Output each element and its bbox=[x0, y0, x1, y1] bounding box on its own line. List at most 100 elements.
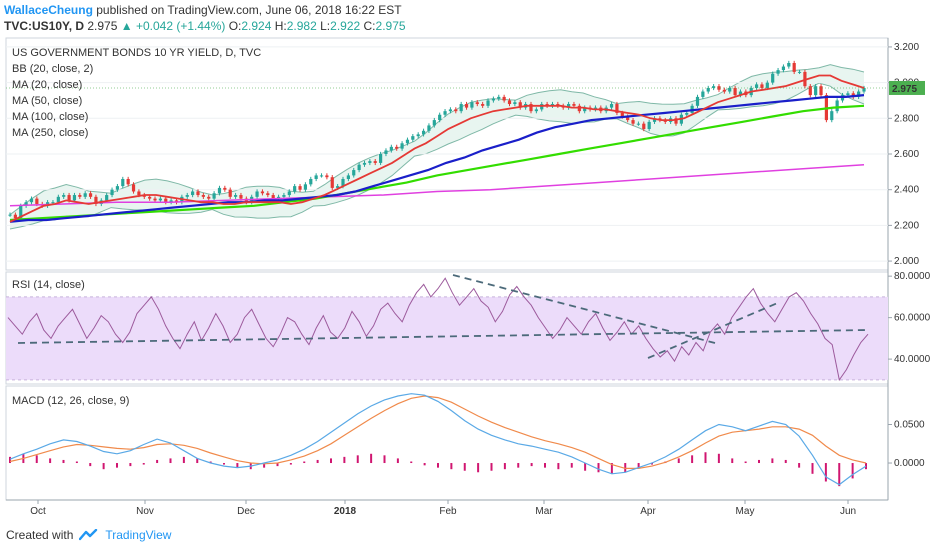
time-axis-label: 2018 bbox=[334, 506, 357, 517]
candle-body bbox=[309, 178, 313, 185]
candle-body bbox=[706, 87, 710, 92]
ohlc-low-label: L: bbox=[320, 19, 331, 33]
price-tick-label: 2.000 bbox=[894, 256, 919, 267]
candle-body bbox=[266, 193, 270, 196]
candle-body bbox=[158, 198, 162, 201]
candle-body bbox=[217, 187, 222, 194]
candle-body bbox=[105, 195, 109, 201]
time-axis-label: Apr bbox=[640, 506, 656, 517]
candle-body bbox=[153, 198, 157, 201]
candle-body bbox=[754, 84, 759, 88]
tradingview-brand[interactable]: TradingView bbox=[105, 528, 172, 542]
candle-body bbox=[62, 195, 66, 197]
candle-body bbox=[336, 186, 340, 188]
macd-signal-line bbox=[9, 395, 867, 469]
time-axis-label: Nov bbox=[136, 506, 154, 517]
rsi-trendline-descending[interactable] bbox=[452, 274, 716, 344]
tradingview-logo-icon bbox=[79, 529, 98, 541]
time-axis-label: Feb bbox=[439, 506, 457, 517]
candle-body bbox=[260, 191, 265, 194]
candle-body bbox=[13, 214, 17, 219]
candle-body bbox=[126, 178, 130, 185]
candle-body bbox=[835, 100, 839, 112]
price-legend-entry: MA (250, close) bbox=[12, 127, 88, 139]
candle-body bbox=[115, 186, 120, 190]
candle-body bbox=[78, 195, 82, 197]
candle-body bbox=[29, 198, 34, 203]
candle-body bbox=[765, 82, 769, 88]
candle-body bbox=[228, 189, 232, 197]
candle-body bbox=[674, 118, 678, 124]
candle-body bbox=[346, 175, 350, 179]
candle-body bbox=[609, 104, 614, 108]
candle-body bbox=[459, 104, 463, 112]
candle-body bbox=[421, 130, 426, 135]
candle-body bbox=[416, 134, 420, 137]
candle-body bbox=[862, 87, 866, 92]
candle-body bbox=[797, 71, 802, 73]
candle-body bbox=[787, 62, 791, 67]
ma100-line bbox=[9, 104, 865, 222]
price-legend-entry: MA (100, close) bbox=[12, 111, 88, 123]
candle-body bbox=[438, 114, 442, 121]
candle-body bbox=[287, 191, 291, 196]
created-with-text: Created with bbox=[6, 528, 74, 542]
price-legend-entry: MA (20, close) bbox=[12, 79, 82, 91]
candle-body bbox=[411, 136, 415, 140]
candle-body bbox=[631, 120, 635, 124]
candle-body bbox=[8, 214, 12, 216]
author-link[interactable]: WallaceCheung bbox=[4, 3, 93, 17]
rsi-trendline-support[interactable] bbox=[17, 329, 869, 344]
candle-body bbox=[728, 87, 732, 92]
candle-body bbox=[652, 118, 657, 122]
candle-body bbox=[303, 184, 308, 190]
candle-body bbox=[314, 175, 318, 179]
chart-header: WallaceCheung published on TradingView.c… bbox=[0, 0, 932, 38]
candle-body bbox=[857, 91, 861, 97]
candle-body bbox=[760, 84, 764, 88]
candle-body bbox=[626, 116, 630, 121]
candle-body bbox=[572, 104, 576, 106]
candle-body bbox=[792, 62, 796, 72]
ohlc-close-value: 2.975 bbox=[375, 19, 406, 33]
candle-body bbox=[771, 73, 775, 83]
ohlc-close-label: C: bbox=[363, 19, 376, 33]
price-change: ▲ +0.042 (+1.44%) bbox=[120, 19, 226, 33]
candle-body bbox=[486, 100, 490, 106]
candle-body bbox=[583, 107, 587, 112]
candle-body bbox=[357, 164, 361, 171]
symbol-ohlc-line: TVC:US10Y, D 2.975 ▲ +0.042 (+1.44%) O:2… bbox=[4, 19, 406, 33]
candle-body bbox=[647, 121, 651, 130]
symbol-name[interactable]: TVC:US10Y, D bbox=[4, 19, 85, 33]
macd-tick-label: 0.0000 bbox=[894, 458, 925, 469]
candle-body bbox=[67, 195, 71, 201]
macd-title: MACD (12, 26, close, 9) bbox=[12, 395, 129, 407]
ma50-line bbox=[9, 94, 865, 223]
price-tick-label: 2.400 bbox=[894, 185, 919, 196]
candle-body bbox=[255, 191, 259, 197]
candle-body bbox=[481, 104, 485, 106]
rsi-line bbox=[7, 277, 869, 382]
candle-body bbox=[271, 195, 275, 199]
candle-body bbox=[695, 96, 700, 106]
price-chart-title: US GOVERNMENT BONDS 10 YR YIELD, D, TVC bbox=[12, 47, 261, 59]
candle-body bbox=[808, 86, 812, 96]
candle-body bbox=[72, 195, 77, 201]
candle-body bbox=[685, 112, 689, 115]
candle-body bbox=[733, 87, 737, 96]
candle-body bbox=[110, 189, 114, 196]
candle-body bbox=[738, 91, 743, 96]
ohlc-open-value: 2.924 bbox=[241, 19, 272, 33]
rsi-tick-label: 40.0000 bbox=[894, 354, 931, 365]
candle-body bbox=[51, 202, 55, 204]
rsi-title: RSI (14, close) bbox=[12, 279, 85, 291]
candle-body bbox=[776, 70, 780, 74]
rsi-band bbox=[6, 296, 888, 380]
candle-body bbox=[223, 187, 227, 190]
candle-body bbox=[717, 86, 721, 90]
candle-body bbox=[169, 200, 173, 203]
candle-body bbox=[814, 86, 818, 96]
candle-body bbox=[191, 191, 195, 196]
candle-body bbox=[148, 196, 152, 199]
